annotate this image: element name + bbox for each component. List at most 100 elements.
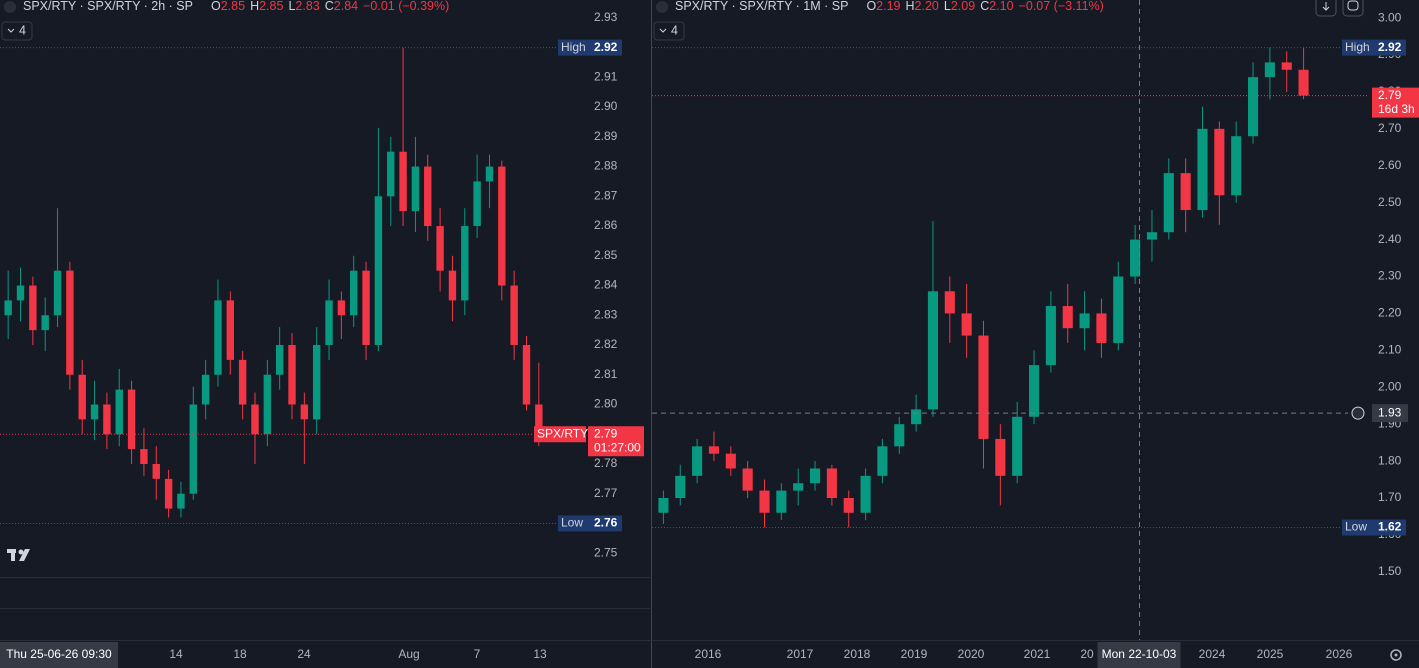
y-tick-label: 2.83	[594, 307, 618, 321]
candle-body	[90, 404, 99, 420]
y-tick-label: 2.84	[594, 278, 618, 292]
candle-body	[337, 300, 346, 316]
candle-body	[692, 446, 703, 476]
y-tick-label: 2.82	[594, 337, 618, 351]
candle-body	[961, 313, 972, 336]
y-tick-label: 1.70	[1378, 490, 1402, 504]
legend: SPX/RTY · SPX/RTY · 2h · SP O2.85 H2.85 L2.…	[23, 0, 449, 13]
candle-body	[214, 300, 222, 375]
x-label-box	[0, 642, 118, 668]
low-value-box	[1374, 519, 1406, 536]
candle-body	[911, 409, 922, 425]
ohlc-key: H	[250, 0, 259, 13]
y-tick-label: 1.50	[1378, 564, 1402, 578]
indicator-toggle[interactable]	[1, 21, 33, 41]
candle-body	[793, 483, 804, 491]
candle-body	[1214, 128, 1225, 196]
ohlc-value: 2.20	[915, 0, 939, 13]
icon-button[interactable]	[1315, 0, 1337, 17]
candle-body	[103, 404, 111, 435]
candle-body	[498, 166, 506, 286]
x-axis-label: 2017	[787, 647, 814, 661]
x-axis-label: 2021	[1024, 647, 1051, 661]
countdown: 01:27:00	[594, 440, 641, 454]
y-tick-label: 2.60	[1378, 158, 1402, 172]
ohlc-value: 2.19	[876, 0, 900, 13]
symbol-tag	[534, 426, 586, 443]
x-axis-label: Mon 22-10-03	[1102, 647, 1177, 661]
candle-body	[424, 166, 432, 227]
y-tick-label: 2.93	[594, 10, 618, 24]
candle-body	[177, 493, 185, 509]
candle-body	[1079, 313, 1090, 329]
high-value: 2.92	[1378, 40, 1402, 54]
ohlc-value: 2.84	[334, 0, 358, 13]
candle-body	[312, 345, 321, 420]
x-axis-label: 18	[233, 647, 247, 661]
chevron	[659, 28, 667, 33]
candle-body	[263, 374, 272, 435]
candle-body	[461, 226, 469, 301]
y-tick-label: 2.00	[1378, 379, 1402, 393]
settings-icon[interactable]	[1390, 649, 1402, 661]
chart-title: SPX/RTY · SPX/RTY · 2h · SP	[23, 0, 193, 13]
symbol-icon	[656, 1, 668, 13]
candle-body	[411, 166, 420, 212]
x-axis-label: 2016	[695, 647, 722, 661]
candle-body	[658, 497, 669, 513]
crosshair-plus[interactable]	[1351, 406, 1365, 420]
candle-body	[201, 374, 210, 405]
x-axis-label: Thu 25-06-26 09:30	[6, 647, 112, 661]
x-axis-label: 20	[1080, 647, 1094, 661]
y-tick-label: 2.50	[1378, 195, 1402, 209]
candle-body	[1197, 128, 1208, 211]
candle-body	[1012, 416, 1023, 476]
x-axis-label: 2019	[901, 647, 928, 661]
candle-body	[29, 285, 37, 331]
low-tag	[1342, 519, 1378, 536]
high-tag	[1342, 39, 1378, 56]
crosshair-value: 1.93	[1378, 405, 1402, 419]
candle-body	[927, 291, 939, 410]
y-tick-label: 2.77	[594, 486, 618, 500]
chart-title: SPX/RTY · SPX/RTY · 1M · SP	[675, 0, 848, 13]
y-tick-label: 2.80	[594, 397, 618, 411]
candle-body	[877, 446, 888, 476]
candle-body	[742, 468, 753, 491]
candle-body	[115, 389, 123, 435]
candle-body	[387, 151, 395, 197]
x-axis-label: 2020	[958, 647, 985, 661]
candle-body	[350, 270, 358, 316]
high-tag-label: High	[1345, 40, 1370, 54]
x-axis-label: 2018	[844, 647, 871, 661]
icon	[1322, 2, 1330, 11]
chart-pane: SPX/RTY · SPX/RTY · 2h · SP O2.85 H2.85 L2.…	[0, 0, 644, 668]
y-tick-label: 2.86	[594, 218, 618, 232]
symbol-icon	[4, 1, 16, 13]
toolbar-icons[interactable]	[1315, 0, 1364, 17]
candle-body	[1113, 276, 1124, 343]
ohlc-key: L	[944, 0, 951, 13]
icon-button[interactable]	[1342, 0, 1364, 17]
low-value-box	[590, 515, 622, 532]
icon	[1347, 0, 1359, 11]
y-tick-label: 2.90	[594, 99, 618, 113]
candle-body	[238, 359, 247, 405]
x-axis-label: Aug	[398, 647, 419, 661]
candle-body	[894, 424, 905, 447]
last-price: 2.79	[594, 426, 618, 440]
chevron	[7, 28, 15, 33]
indicator-toggle[interactable]	[653, 21, 685, 41]
low-tag-label: Low	[1345, 520, 1367, 534]
x-axis-label: 7	[474, 647, 481, 661]
x-axis-label: 24	[297, 647, 311, 661]
candle-body	[1062, 306, 1073, 329]
candle-body	[127, 389, 136, 450]
candle-body	[1146, 232, 1158, 240]
last-price: 2.79	[1378, 88, 1402, 102]
candle-body	[362, 270, 370, 346]
y-tick-label: 2.10	[1378, 343, 1402, 357]
candle-body	[16, 285, 25, 301]
ohlc-key: C	[325, 0, 334, 13]
candle-body	[485, 166, 494, 182]
